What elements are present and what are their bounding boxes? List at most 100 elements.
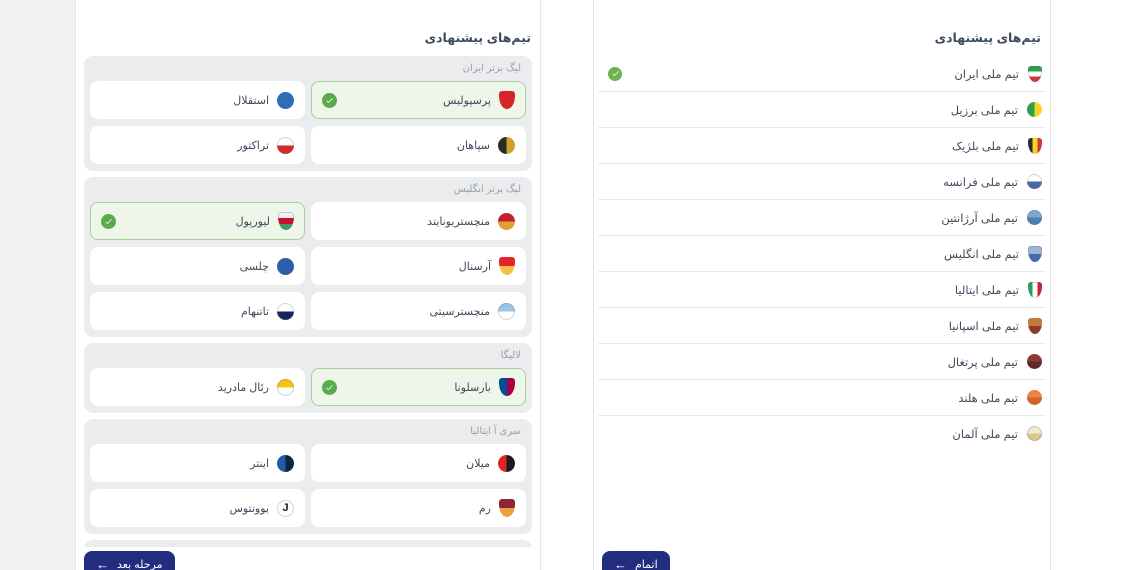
team-card[interactable]: میلان bbox=[311, 444, 526, 482]
check-circle-icon bbox=[608, 66, 622, 81]
team-logo-icon bbox=[1028, 245, 1042, 262]
team-name: رئال مادرید bbox=[217, 381, 269, 394]
team-card[interactable]: J یوونتوس bbox=[90, 489, 305, 527]
page-left-gutter bbox=[0, 0, 75, 570]
national-teams-panel: تیم‌های پیشنهادی تیم ملی ایران تیم ملی ب… bbox=[593, 0, 1051, 570]
team-logo-icon bbox=[1027, 426, 1042, 441]
team-card[interactable]: اینتر bbox=[90, 444, 305, 482]
finish-button[interactable]: اتمام ← bbox=[602, 551, 670, 570]
team-name: تیم ملی انگلیس bbox=[944, 248, 1019, 261]
team-name: منچستریونایتد bbox=[427, 215, 490, 228]
national-team-row[interactable]: تیم ملی آرژانتین bbox=[598, 200, 1046, 236]
team-logo-icon: J bbox=[277, 499, 294, 517]
national-team-row[interactable]: تیم ملی اسپانیا bbox=[598, 308, 1046, 344]
team-logo-icon bbox=[1027, 102, 1042, 117]
team-name: تیم ملی هلند bbox=[958, 392, 1018, 405]
league-label: لیگ برتر ایران bbox=[462, 63, 521, 74]
team-card[interactable]: استقلال bbox=[90, 81, 305, 119]
league-section: لیگ برتر ایران پرسپولیس استقلال سپاهان ت… bbox=[84, 56, 532, 171]
check-circle-icon bbox=[101, 213, 116, 229]
team-card[interactable]: رم bbox=[311, 489, 526, 527]
left-panel-footer: مرحله بعد ← bbox=[76, 547, 540, 570]
left-panel-title: تیم‌های پیشنهادی bbox=[424, 31, 531, 45]
team-name: اینتر bbox=[250, 457, 269, 470]
team-name: تیم ملی فرانسه bbox=[943, 176, 1018, 189]
team-name: تراکتور bbox=[237, 139, 269, 152]
team-card[interactable]: پرسپولیس bbox=[311, 81, 526, 119]
national-team-row[interactable]: تیم ملی فرانسه bbox=[598, 164, 1046, 200]
national-team-row[interactable]: تیم ملی هلند bbox=[598, 380, 1046, 416]
national-team-row[interactable]: تیم ملی آلمان bbox=[598, 416, 1046, 451]
league-section: لیگ برتر انگلیس منچستریونایتد لیورپول آر… bbox=[84, 177, 532, 337]
team-card[interactable]: تراکتور bbox=[90, 126, 305, 164]
left-arrow-icon: ← bbox=[614, 557, 627, 570]
team-logo-icon bbox=[499, 91, 515, 109]
league-cards: میلان اینتر رم J یوونتوس bbox=[90, 444, 526, 527]
check-circle-icon bbox=[322, 92, 337, 108]
team-name: میلان bbox=[466, 457, 490, 470]
national-team-row[interactable]: تیم ملی پرتغال bbox=[598, 344, 1046, 380]
team-name: تیم ملی ایران bbox=[954, 68, 1019, 81]
league-label: سری آ ایتالیا bbox=[470, 426, 521, 437]
team-card[interactable]: آرسنال bbox=[311, 247, 526, 285]
team-name: منچسترسیتی bbox=[429, 305, 490, 318]
next-step-label: مرحله بعد bbox=[117, 559, 163, 570]
team-name: تیم ملی برزیل bbox=[950, 104, 1018, 117]
team-logo-icon bbox=[1028, 137, 1042, 154]
team-name: استقلال bbox=[233, 94, 269, 107]
team-logo-icon bbox=[1027, 174, 1042, 189]
team-card[interactable]: منچستریونایتد bbox=[311, 202, 526, 240]
league-label: لالیگا bbox=[500, 350, 521, 361]
team-name: سپاهان bbox=[456, 139, 490, 152]
right-panel-title: تیم‌های پیشنهادی bbox=[934, 31, 1041, 45]
team-logo-icon bbox=[499, 499, 515, 517]
national-team-row[interactable]: تیم ملی ایران bbox=[598, 56, 1046, 92]
national-team-row[interactable]: تیم ملی بلژیک bbox=[598, 128, 1046, 164]
national-team-row[interactable]: تیم ملی برزیل bbox=[598, 92, 1046, 128]
team-logo-icon bbox=[499, 378, 515, 396]
team-logo-icon bbox=[277, 454, 294, 472]
finish-label: اتمام bbox=[635, 559, 658, 570]
team-card[interactable]: منچسترسیتی bbox=[311, 292, 526, 330]
team-name: رم bbox=[478, 502, 491, 515]
team-logo-icon bbox=[1027, 210, 1042, 225]
league-cards: بارسلونا رئال مادرید bbox=[90, 368, 526, 406]
team-name: تیم ملی آلمان bbox=[952, 428, 1018, 441]
team-name: تیم ملی پرتغال bbox=[947, 356, 1018, 369]
team-card[interactable]: رئال مادرید bbox=[90, 368, 305, 406]
team-logo-icon bbox=[498, 302, 515, 320]
team-name: لیورپول bbox=[235, 215, 270, 228]
league-cards: پرسپولیس استقلال سپاهان تراکتور bbox=[90, 81, 526, 164]
team-card[interactable]: سپاهان bbox=[311, 126, 526, 164]
team-name: تیم ملی ایتالیا bbox=[954, 284, 1019, 297]
team-card[interactable]: تاتنهام bbox=[90, 292, 305, 330]
team-logo-icon bbox=[278, 212, 294, 230]
national-team-row[interactable]: تیم ملی انگلیس bbox=[598, 236, 1046, 272]
team-name: تیم ملی بلژیک bbox=[951, 140, 1019, 153]
next-step-button[interactable]: مرحله بعد ← bbox=[84, 551, 175, 570]
team-logo-icon bbox=[1028, 65, 1042, 82]
national-team-row[interactable]: تیم ملی ایتالیا bbox=[598, 272, 1046, 308]
team-logo-icon bbox=[277, 302, 294, 320]
league-label: لیگ برتر انگلیس bbox=[453, 184, 521, 195]
team-card[interactable]: بارسلونا bbox=[311, 368, 526, 406]
national-teams-list: تیم ملی ایران تیم ملی برزیل تیم ملی بلژی… bbox=[594, 56, 1050, 451]
team-logo-icon bbox=[499, 257, 515, 275]
left-arrow-icon: ← bbox=[96, 557, 109, 570]
team-name: تاتنهام bbox=[240, 305, 269, 318]
team-logo-icon bbox=[277, 91, 294, 109]
league-cards: منچستریونایتد لیورپول آرسنال چلسی منچستر… bbox=[90, 202, 526, 330]
team-logo-icon bbox=[1027, 390, 1042, 405]
team-logo-icon bbox=[498, 454, 515, 472]
team-name: بارسلونا bbox=[454, 381, 491, 394]
league-section: لالیگا بارسلونا رئال مادرید bbox=[84, 343, 532, 413]
team-logo-icon bbox=[1028, 317, 1042, 334]
team-name: آرسنال bbox=[458, 260, 491, 273]
club-teams-panel: تیم‌های پیشنهادی لیگ برتر ایران پرسپولیس… bbox=[75, 0, 541, 570]
team-logo-icon bbox=[277, 136, 294, 154]
team-card[interactable]: چلسی bbox=[90, 247, 305, 285]
right-panel-footer: اتمام ← bbox=[594, 547, 1050, 570]
team-card[interactable]: لیورپول bbox=[90, 202, 305, 240]
team-logo-icon bbox=[277, 257, 294, 275]
team-name: تیم ملی آرژانتین bbox=[941, 212, 1018, 225]
